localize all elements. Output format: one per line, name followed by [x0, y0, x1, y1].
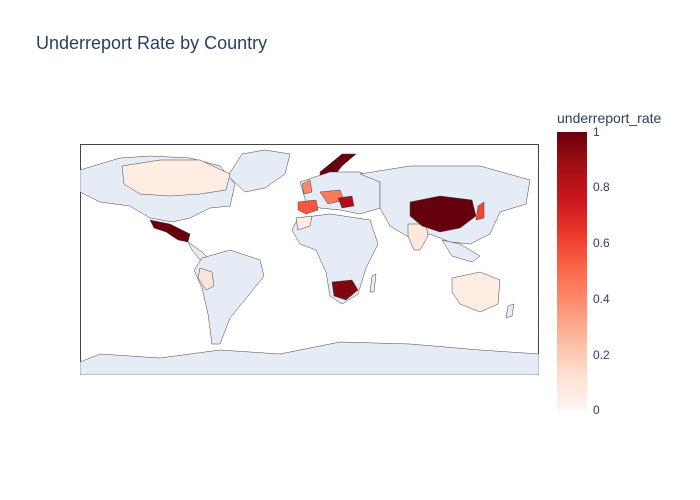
colorbar-tick: 0.2	[593, 348, 610, 362]
country-southeast-asia[interactable]	[441, 239, 481, 263]
country-madagascar[interactable]	[369, 273, 377, 293]
country-balkans[interactable]	[337, 195, 355, 209]
country-australia[interactable]	[451, 271, 501, 313]
country-china[interactable]	[409, 195, 477, 233]
chart-title: Underreport Rate by Country	[36, 33, 268, 53]
country-antarctica[interactable]	[80, 341, 539, 375]
colorbar	[557, 132, 587, 410]
map-svg	[80, 144, 539, 375]
colorbar-tick: 0.6	[593, 236, 610, 250]
country-iberia[interactable]	[297, 199, 319, 215]
country-morocco[interactable]	[295, 215, 313, 231]
colorbar-tick: 0.4	[593, 292, 610, 306]
country-greenland[interactable]	[227, 149, 291, 193]
country-uk[interactable]	[301, 179, 313, 195]
country-canada[interactable]	[121, 159, 231, 197]
country-mexico[interactable]	[149, 219, 191, 243]
country-new-zealand[interactable]	[505, 303, 515, 319]
colorbar-tick: 0.8	[593, 180, 610, 194]
country-africa[interactable]	[291, 213, 379, 305]
country-japan[interactable]	[475, 201, 485, 221]
colorbar-tick: 0	[593, 403, 600, 417]
country-south-africa[interactable]	[331, 279, 359, 301]
colorbar-title: underreport_rate	[557, 110, 662, 126]
world-map[interactable]	[80, 144, 539, 375]
colorbar-tick: 1	[593, 125, 600, 139]
country-peru[interactable]	[197, 267, 215, 291]
